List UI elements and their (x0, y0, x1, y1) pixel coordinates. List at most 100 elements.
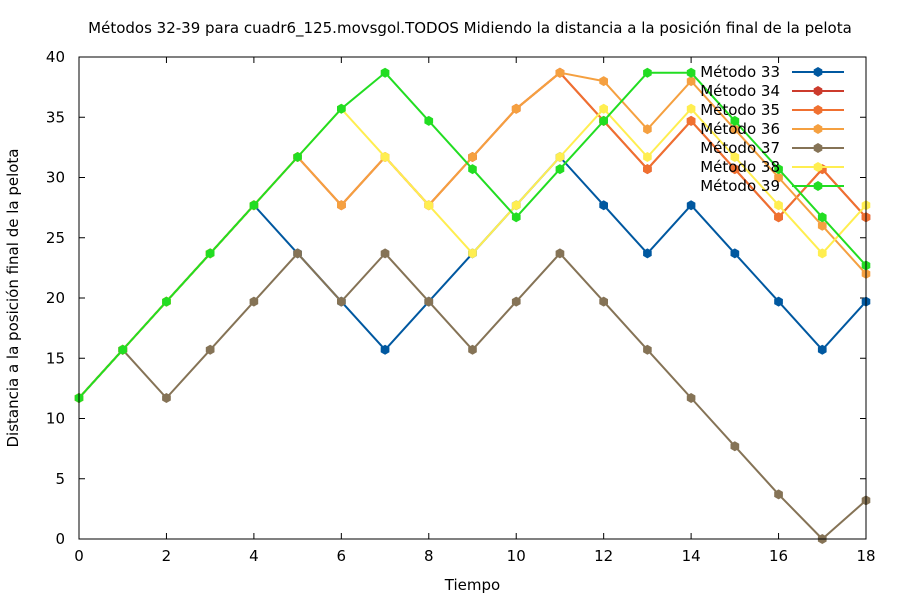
series-7-point (599, 115, 608, 126)
series-5-line (78, 252, 867, 540)
legend-item: Método 33 (700, 63, 844, 81)
series-7-point (249, 200, 259, 211)
series-3-point (774, 212, 783, 223)
series-5-point (643, 344, 652, 355)
x-tick-label: 14 (682, 547, 701, 565)
series-4-point (468, 152, 477, 162)
series-7-point (424, 115, 434, 126)
series-3-point (686, 115, 696, 126)
x-tick-label: 0 (74, 547, 84, 565)
series-7-point (774, 164, 783, 175)
series-7-point (468, 164, 477, 175)
series-4-point (599, 76, 608, 87)
legend-marker (813, 67, 823, 77)
y-tick-label: 30 (46, 169, 65, 187)
series-6-point (730, 152, 740, 162)
series-1-point (686, 200, 696, 211)
series-4-point (730, 124, 740, 135)
series-5-point (162, 393, 171, 403)
x-tick-label: 6 (337, 547, 347, 565)
series-5-point (293, 248, 302, 259)
series-6-point (599, 103, 608, 114)
legend-marker (813, 124, 823, 134)
legend-label: Método 39 (700, 177, 780, 195)
series-4-point (511, 103, 521, 114)
series-4-point (817, 220, 827, 231)
series-5-point (249, 296, 259, 307)
series-4-point (643, 124, 652, 135)
series-7-point (817, 212, 827, 223)
series-4-point (555, 67, 565, 78)
legend-marker (813, 181, 823, 191)
series-3-point (730, 164, 740, 175)
series-5-point (380, 248, 390, 259)
legend-label: Método 34 (700, 82, 780, 100)
legend-label: Método 38 (700, 158, 780, 176)
legend-label: Método 36 (700, 120, 780, 138)
x-tick-label: 2 (162, 547, 172, 565)
x-tick-label: 12 (594, 547, 613, 565)
series-7-point (118, 344, 128, 355)
series-4-point (686, 76, 696, 87)
series-6-point (468, 248, 477, 259)
series-7-point (643, 67, 652, 78)
series-1-point (380, 344, 390, 355)
x-tick-label: 16 (769, 547, 788, 565)
series-1-point (817, 344, 827, 355)
legend-item: Método 38 (700, 158, 844, 176)
series-5 (74, 248, 871, 544)
series-1-point (599, 200, 608, 211)
series-5-point (730, 441, 740, 452)
legend-item: Método 37 (700, 139, 844, 157)
series-5-point (337, 296, 346, 307)
series-6-point (774, 200, 783, 211)
y-tick-label: 20 (46, 289, 65, 307)
series-6-point (686, 103, 696, 114)
series-6-point (424, 200, 434, 211)
series-7-point (337, 103, 346, 114)
series-5-point (424, 296, 434, 307)
series-3-point (643, 164, 652, 175)
series-4-point (774, 172, 783, 183)
legend-item: Método 36 (700, 120, 844, 138)
y-tick-label: 0 (55, 530, 65, 548)
series-1-point (774, 296, 783, 307)
series-6-point (817, 248, 827, 259)
x-tick-label: 8 (424, 547, 434, 565)
plot-frame (78, 56, 867, 540)
series-6-point (511, 200, 521, 211)
series-6-point (380, 152, 390, 162)
series-5-point (205, 344, 215, 355)
series-5-point (468, 344, 477, 355)
series-7-point (162, 296, 171, 307)
series-7-point (686, 67, 696, 78)
y-axis-label: Distancia a la posición final de la pelo… (4, 148, 22, 447)
legend-label: Método 37 (700, 139, 780, 157)
x-axis-label: Tiempo (444, 576, 500, 594)
y-tick-label: 25 (46, 229, 65, 247)
legend-marker (813, 162, 823, 172)
series-4-point (337, 200, 346, 211)
legend-marker (813, 143, 823, 153)
axis-ticks: 0 2 4 6 8 10 12 14 16 18 0 5 10 15 20 25 30 35 40 (46, 48, 876, 565)
legend-item: Método 35 (700, 101, 844, 119)
series-6-point (643, 152, 652, 162)
x-tick-label: 18 (856, 547, 875, 565)
y-tick-label: 5 (55, 470, 65, 488)
series-1-point (730, 248, 740, 259)
legend-marker (813, 86, 823, 96)
chart-title: Métodos 32-39 para cuadr6_125.movsgol.TO… (88, 19, 852, 38)
y-tick-label: 15 (46, 349, 65, 367)
series-5-point (511, 296, 521, 307)
series-7-point (730, 115, 740, 126)
series-7-point (293, 152, 302, 162)
y-tick-label: 40 (46, 48, 65, 66)
series-7-point (511, 212, 521, 223)
series-7-point (555, 164, 565, 175)
y-tick-label: 35 (46, 108, 65, 126)
series-5-point (686, 393, 696, 403)
legend-label: Método 35 (700, 101, 780, 119)
legend-item: Método 34 (700, 82, 844, 100)
series-5-point (555, 248, 565, 259)
